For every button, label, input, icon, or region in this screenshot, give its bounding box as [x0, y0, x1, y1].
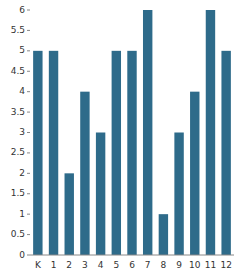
y-tick: [27, 10, 30, 11]
y-tick: [27, 234, 30, 235]
y-tick: [27, 132, 30, 133]
y-tick-label: 5.5: [11, 25, 25, 35]
x-tick-label: 7: [145, 260, 151, 270]
y-tick: [27, 173, 30, 174]
y-tick-label: 3.5: [11, 107, 25, 117]
chart: 00.511.522.533.544.555.56K12345678910111…: [0, 0, 240, 277]
bar: [127, 51, 136, 255]
y-tick-label: 5: [19, 45, 25, 55]
bar: [206, 10, 215, 255]
y-axis: 0 0.5 1 1.5 2 2.5 3 3.5 4 4.5 5 5.5 6: [11, 5, 30, 260]
y-tick: [27, 112, 30, 113]
bar: [49, 51, 58, 255]
x-tick-label: 12: [220, 260, 231, 270]
x-axis: K123456789101112: [35, 260, 232, 270]
y-tick: [27, 91, 30, 92]
y-tick-label: 4.5: [11, 66, 25, 76]
x-tick-label: 11: [205, 260, 216, 270]
bar: [33, 51, 42, 255]
y-tick: [27, 71, 30, 72]
bar: [96, 133, 105, 256]
bar: [65, 173, 74, 255]
bar: [143, 10, 152, 255]
bar: [159, 214, 168, 255]
x-tick-label: 9: [176, 260, 182, 270]
bar: [221, 51, 230, 255]
x-tick-label: 8: [161, 260, 167, 270]
y-tick-label: 6: [19, 5, 25, 15]
y-tick-label: 2.5: [11, 147, 25, 157]
bar: [190, 92, 199, 255]
y-tick: [27, 255, 30, 256]
bars: [33, 10, 231, 255]
x-tick-label: K: [35, 260, 42, 270]
y-tick: [27, 152, 30, 153]
y-tick-label: 0: [19, 250, 25, 260]
y-tick: [27, 214, 30, 215]
y-tick: [27, 50, 30, 51]
x-tick-label: 3: [82, 260, 88, 270]
x-tick-label: 10: [189, 260, 201, 270]
y-tick-label: 3: [19, 127, 25, 137]
x-tick-label: 4: [98, 260, 104, 270]
x-tick-label: 1: [51, 260, 57, 270]
y-tick-label: 1: [19, 209, 25, 219]
y-tick-label: 4: [19, 86, 25, 96]
y-tick-label: 1.5: [11, 188, 25, 198]
y-tick-label: 2: [19, 168, 25, 178]
x-tick-label: 5: [113, 260, 119, 270]
bar: [112, 51, 121, 255]
y-tick: [27, 193, 30, 194]
y-tick-label: 0.5: [11, 229, 25, 239]
x-axis-line: [30, 255, 234, 256]
y-tick: [27, 30, 30, 31]
bar: [80, 92, 89, 255]
x-tick-label: 6: [129, 260, 135, 270]
x-tick-label: 2: [66, 260, 72, 270]
bar: [174, 133, 183, 256]
